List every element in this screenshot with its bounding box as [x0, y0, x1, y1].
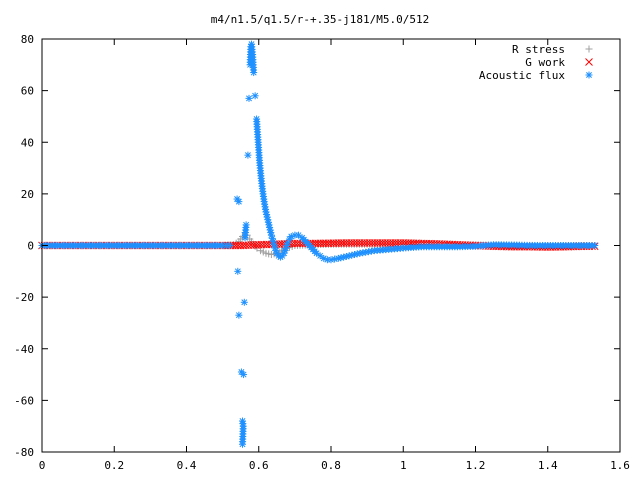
- data-point: [239, 241, 248, 250]
- data-point: [278, 240, 286, 248]
- y-tick-label: 40: [21, 136, 34, 149]
- data-point: [313, 249, 321, 257]
- legend-marker: [586, 72, 592, 78]
- legend-label: R stress: [512, 43, 565, 56]
- data-point: [266, 224, 273, 231]
- data-point: [263, 211, 270, 218]
- data-point: [235, 311, 243, 319]
- data-point: [265, 219, 272, 226]
- data-point: [269, 235, 276, 242]
- data-point: [235, 312, 242, 319]
- data-point: [263, 213, 271, 221]
- x-tick-label: 0: [39, 459, 46, 472]
- y-tick-label: 80: [21, 33, 34, 46]
- data-point: [236, 241, 245, 250]
- data-point: [240, 371, 248, 379]
- series-layer: [38, 40, 599, 448]
- data-point: [295, 232, 302, 239]
- data-point: [251, 92, 259, 100]
- data-point: [241, 241, 250, 250]
- data-point: [328, 256, 334, 263]
- y-tick-label: 0: [27, 240, 34, 253]
- legend-label: G work: [525, 56, 565, 69]
- data-point: [591, 242, 598, 249]
- data-point: [272, 247, 279, 254]
- x-tick-label: 1: [400, 459, 407, 472]
- legend-marker: [585, 45, 593, 53]
- data-point: [243, 221, 250, 228]
- data-point: [268, 232, 275, 239]
- ticks-layer: 0 0.2 0.4 0.6 0.8 1 1.2 1.4 1.6 80 60 40 20 0 -20 -40 -6…: [14, 33, 630, 472]
- data-point: [270, 238, 277, 245]
- data-point: [234, 267, 242, 275]
- x-tick-label: 0.4: [177, 459, 197, 472]
- data-point: [266, 221, 272, 228]
- legend-label: Acoustic flux: [479, 69, 565, 82]
- data-point: [239, 441, 246, 448]
- data-point: [320, 255, 327, 262]
- data-point: [249, 241, 258, 249]
- data-point: [252, 92, 259, 99]
- x-tick-label: 1.2: [466, 459, 486, 472]
- data-point: [264, 216, 271, 223]
- y-tick-label: -20: [14, 291, 34, 304]
- series-2: [38, 40, 599, 448]
- data-point: [240, 298, 248, 306]
- data-point: [317, 252, 324, 259]
- data-point: [242, 221, 250, 229]
- legend-marker: [585, 58, 593, 66]
- data-point: [247, 241, 255, 249]
- data-point: [244, 152, 251, 159]
- data-point: [240, 371, 247, 378]
- data-point: [244, 151, 252, 159]
- data-point: [331, 255, 339, 263]
- y-tick-label: -40: [14, 343, 34, 356]
- data-point: [226, 242, 234, 249]
- data-point: [245, 94, 253, 102]
- data-point: [331, 256, 338, 263]
- data-point: [244, 241, 253, 250]
- data-point: [271, 241, 278, 248]
- x-tick-label: 1.4: [538, 459, 558, 472]
- data-point: [313, 250, 320, 257]
- data-point: [234, 196, 241, 203]
- x-tick-label: 1.6: [610, 459, 630, 472]
- y-tick-label: 60: [21, 85, 34, 98]
- data-point: [272, 245, 278, 252]
- data-point: [235, 198, 243, 206]
- data-point: [238, 440, 246, 448]
- data-point: [241, 299, 248, 306]
- data-point: [591, 242, 599, 249]
- x-tick-label: 0.6: [249, 459, 269, 472]
- data-point: [262, 208, 269, 215]
- data-point: [250, 69, 257, 76]
- x-tick-label: 0.2: [104, 459, 124, 472]
- data-point: [226, 242, 233, 249]
- data-point: [234, 268, 241, 275]
- data-point: [235, 198, 242, 205]
- data-point: [267, 229, 274, 236]
- data-point: [264, 214, 271, 221]
- y-tick-label: -80: [14, 446, 34, 459]
- legend-marker: [585, 71, 593, 79]
- data-point: [273, 250, 280, 257]
- data-point: [267, 227, 274, 233]
- x-tick-label: 0.8: [321, 459, 341, 472]
- y-tick-label: 20: [21, 188, 34, 201]
- chart-title: m4/n1.5/q1.5/r-+.35-j181/M5.0/512: [211, 13, 430, 26]
- legend-marker: [585, 58, 593, 66]
- data-point: [246, 95, 252, 102]
- data-point: [294, 231, 302, 239]
- data-point: [250, 69, 258, 77]
- data-point: [316, 252, 324, 260]
- y-tick-label: -60: [14, 394, 34, 407]
